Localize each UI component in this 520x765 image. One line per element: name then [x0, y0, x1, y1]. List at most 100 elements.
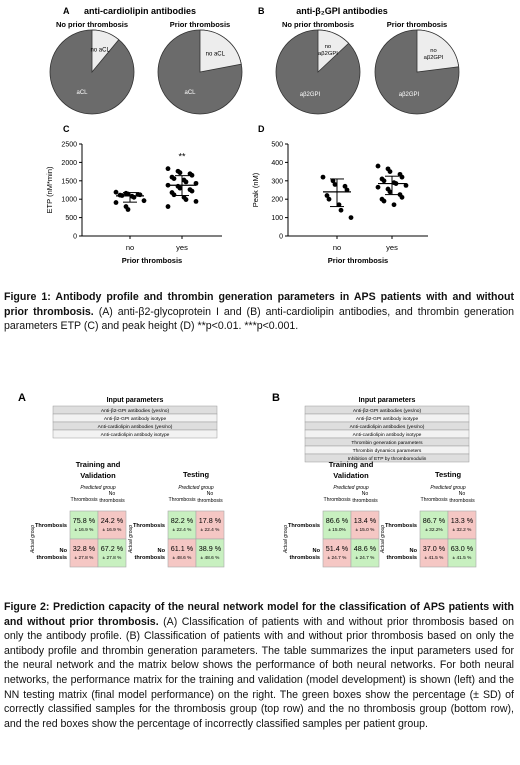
- correct-cell: [350, 538, 380, 568]
- pie-a2-neg-label: no aCL: [206, 52, 226, 58]
- input-row-label: Anti-cardiolipin antibodies (yes/no): [350, 424, 425, 430]
- data-point-no: [324, 193, 330, 198]
- correct-cell: [195, 538, 225, 568]
- data-point-yes: [165, 166, 171, 172]
- col-header-thrombosis: Thrombosis: [420, 497, 448, 503]
- x-tick-label-no: no: [126, 243, 134, 252]
- incorrect-cell: [419, 538, 449, 568]
- cell-percentage: 86.6 %: [326, 516, 349, 525]
- data-point-no: [326, 196, 332, 202]
- col-header-thrombosis: Thrombosis: [323, 497, 351, 503]
- data-point-no: [320, 174, 326, 180]
- col-header-thrombosis: Thrombosis: [168, 497, 196, 503]
- input-row-label: Anti-β2-GPI antibodies (yes/no): [101, 408, 170, 414]
- actual-group-label: Actual group: [283, 525, 289, 554]
- y-tick-label: 1000: [61, 197, 77, 204]
- input-row-label: Anti-cardiolipin antibody isotype: [101, 432, 170, 438]
- matrix-title: Training and: [329, 460, 374, 469]
- input-row: [52, 429, 218, 439]
- x-axis-label: Prior thrombosis: [328, 256, 388, 265]
- figure-1-caption-title: Figure 1: Antibody profile and thrombin …: [4, 291, 514, 318]
- cell-sd: ± 32.2 %: [453, 527, 473, 533]
- pie-b2-group: Prior thrombosis: [387, 20, 447, 29]
- matrix-subtitle: Validation: [80, 471, 116, 480]
- correct-cell: [447, 538, 477, 568]
- pie-a1-group: No prior thrombosis: [56, 20, 128, 29]
- cell-percentage: 17.8 %: [199, 516, 222, 525]
- data-point-no: [113, 200, 119, 205]
- pie-b1-neg-label-2: aβ2GPI: [318, 51, 338, 57]
- data-point-yes: [399, 174, 405, 180]
- actual-group-label: Actual group: [128, 525, 134, 554]
- data-point-yes: [171, 176, 177, 181]
- panel-b-title: anti-β₂GPI antibodies: [296, 6, 388, 16]
- cell-percentage: 82.2 %: [171, 516, 194, 525]
- panel-c-letter: C: [63, 124, 70, 134]
- col-header-no: No: [207, 491, 214, 497]
- panel-a-letter: A: [63, 6, 70, 16]
- predicted-group-label: Predicted group: [178, 485, 214, 491]
- cell-sd: ± 16.9 %: [103, 527, 123, 533]
- panel-d-letter: D: [258, 124, 265, 134]
- col-header-thrombosis-2: thrombosis: [352, 498, 378, 504]
- matrix-title: Testing: [435, 470, 462, 479]
- col-header-no: No: [362, 491, 369, 497]
- y-tick-label: 500: [271, 142, 283, 149]
- data-point-yes: [381, 198, 387, 204]
- input-row-label: Anti-cardiolipin antibody isotype: [353, 432, 422, 438]
- row-header-no: No: [313, 548, 321, 554]
- cell-sd: ± 24.7 %: [356, 555, 376, 561]
- cell-percentage: 24.2 %: [101, 516, 124, 525]
- cell-sd: ± 15.0%: [328, 527, 346, 533]
- data-point-no: [330, 178, 336, 184]
- y-tick-label: 0: [279, 234, 283, 241]
- col-header-thrombosis-2: thrombosis: [99, 498, 125, 504]
- y-tick-label: 500: [65, 215, 77, 222]
- data-point-yes: [387, 189, 393, 195]
- panel-a-title: anti-cardiolipin antibodies: [84, 6, 196, 16]
- data-point-no: [336, 202, 342, 208]
- panel-b-letter: B: [258, 6, 265, 16]
- data-point-no: [338, 207, 344, 213]
- correct-cell: [419, 510, 449, 540]
- matrix-subtitle: Validation: [333, 471, 369, 480]
- row-header-no: No: [158, 548, 166, 554]
- pie-b1-neg-slice: [317, 29, 350, 73]
- y-tick-label: 400: [271, 160, 283, 167]
- cell-sd: ± 27.8 %: [103, 555, 123, 561]
- cell-sd: ± 41.5 %: [425, 555, 445, 561]
- correct-cell: [97, 538, 127, 568]
- input-row-label: Anti-cardiolipin antibodies (yes/no): [98, 424, 173, 430]
- cell-percentage: 75.8 %: [73, 516, 96, 525]
- input-row-label: Anti-β2-GPI antibody isotype: [104, 416, 167, 422]
- data-point-yes: [165, 204, 171, 209]
- significance-marker: **: [178, 151, 186, 161]
- predicted-group-label: Predicted group: [333, 485, 369, 491]
- data-point-no: [348, 215, 354, 221]
- matrix-title: Testing: [183, 470, 210, 479]
- data-point-yes: [177, 185, 183, 191]
- data-point-yes: [399, 194, 405, 200]
- row-header-no: No: [410, 548, 418, 554]
- col-header-thrombosis: Thrombosis: [70, 497, 98, 503]
- data-point-yes: [403, 183, 409, 188]
- inputs-header-cell: [305, 393, 469, 405]
- row-header-no: No: [60, 548, 68, 554]
- data-point-yes: [387, 169, 393, 175]
- pie-a1-pos-label: aCL: [76, 90, 88, 96]
- input-row-label: Inhibition of ETP by thrombomodulin: [348, 456, 427, 462]
- figure-1: A anti-cardiolipin antibodies No prior t…: [45, 6, 460, 265]
- y-axis-label: Peak (nM): [251, 172, 260, 207]
- row-header-thrombosis-2: thrombosis: [37, 555, 67, 561]
- correct-cell: [167, 510, 197, 540]
- cell-percentage: 61.1 %: [171, 544, 194, 553]
- incorrect-cell: [322, 538, 352, 568]
- x-tick-label-no: no: [333, 243, 341, 252]
- x-tick-label-yes: yes: [176, 243, 188, 252]
- data-point-no: [332, 182, 338, 187]
- figure-1-caption-text: (A) anti-β2-glycoprotein I and (B) anti-…: [4, 305, 515, 333]
- pie-b2-pos-label: aβ2GPI: [399, 92, 420, 98]
- y-tick-label: 2500: [61, 142, 77, 149]
- inputs-header-cell: [53, 393, 217, 405]
- col-header-thrombosis-2: thrombosis: [197, 498, 223, 504]
